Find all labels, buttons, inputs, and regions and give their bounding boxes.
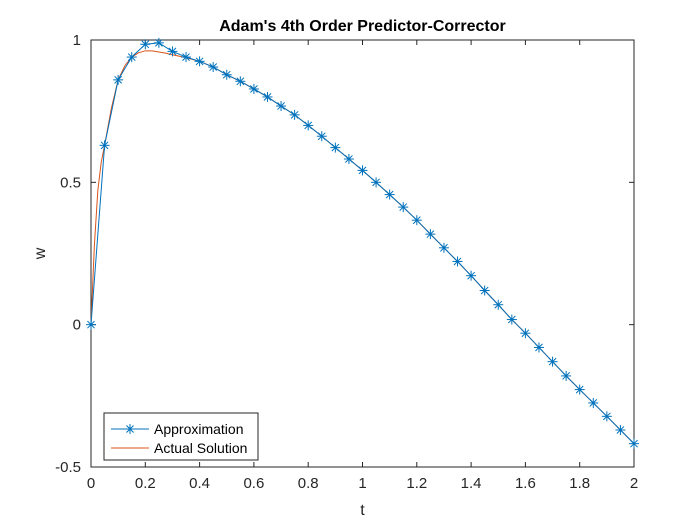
legend: Approximation Actual Solution — [103, 412, 259, 461]
plot-area — [90, 39, 635, 468]
data-point-approximation — [126, 52, 137, 63]
data-point-approximation — [343, 153, 354, 164]
data-point-approximation — [588, 397, 599, 408]
x-tick-label: 1 — [358, 475, 366, 492]
data-point-approximation — [533, 342, 544, 353]
y-axis-label: w — [32, 247, 49, 260]
legend-marker-approximation — [125, 424, 135, 434]
data-point-approximation — [601, 411, 612, 422]
data-point-approximation — [248, 83, 259, 94]
data-point-approximation — [262, 91, 273, 102]
data-point-approximation — [357, 165, 368, 176]
data-point-approximation — [371, 177, 382, 188]
data-point-approximation — [398, 202, 409, 213]
data-point-approximation — [384, 189, 395, 200]
data-point-approximation — [194, 56, 205, 67]
data-point-approximation — [438, 242, 449, 253]
data-point-approximation — [86, 319, 96, 330]
data-point-approximation — [140, 39, 151, 50]
series-layer — [86, 37, 639, 449]
y-tick-label: -0.5 — [55, 459, 81, 476]
data-point-approximation — [629, 438, 639, 449]
data-point-approximation — [99, 140, 110, 151]
data-point-approximation — [221, 69, 232, 80]
data-point-approximation — [574, 384, 585, 395]
x-tick-label: 0 — [87, 475, 95, 492]
data-point-approximation — [181, 52, 192, 63]
legend-entry-approximation: Approximation — [111, 421, 244, 437]
data-point-approximation — [153, 37, 164, 48]
legend-label-actual-solution: Actual Solution — [154, 440, 247, 456]
legend-box — [103, 412, 259, 461]
data-point-approximation — [466, 270, 477, 281]
legend-entry-actual-solution: Actual Solution — [111, 440, 247, 456]
x-tick-label: 0.6 — [243, 475, 264, 492]
y-tick-label: 0.5 — [60, 174, 81, 191]
data-point-approximation — [479, 285, 490, 296]
data-point-approximation — [208, 62, 219, 73]
data-point-approximation — [425, 229, 436, 240]
data-point-approximation — [506, 314, 517, 325]
data-point-approximation — [520, 328, 531, 339]
x-tick-label: 0.8 — [298, 475, 319, 492]
data-point-approximation — [330, 142, 341, 153]
data-point-approximation — [452, 256, 463, 267]
data-point-approximation — [411, 215, 422, 226]
data-point-approximation — [615, 424, 626, 435]
legend-asterisk-icon — [125, 424, 135, 434]
data-point-approximation — [276, 101, 287, 112]
x-tick-label: 0.4 — [189, 475, 210, 492]
data-point-approximation — [303, 120, 314, 131]
y-axis: -0.5 0 0.5 1 — [55, 32, 634, 476]
data-point-approximation — [561, 370, 572, 381]
y-tick-label: 0 — [73, 317, 81, 334]
chart-title: Adam's 4th Order Predictor-Corrector — [219, 18, 506, 35]
x-tick-label: 1.2 — [406, 475, 427, 492]
x-tick-label: 1.6 — [515, 475, 536, 492]
x-axis-label: t — [360, 502, 365, 519]
x-tick-label: 2 — [630, 475, 638, 492]
data-point-approximation — [167, 46, 178, 57]
data-point-approximation — [289, 109, 300, 120]
data-point-approximation — [235, 76, 246, 87]
x-tick-label: 0.2 — [135, 475, 156, 492]
data-point-approximation — [113, 74, 124, 85]
x-axis: 0 0.2 0.4 0.6 0.8 1 1.2 1.4 1.6 1.8 2 — [87, 40, 638, 492]
x-tick-label: 1.4 — [461, 475, 482, 492]
legend-label-approximation: Approximation — [154, 421, 244, 437]
y-tick-label: 1 — [73, 32, 81, 49]
data-point-approximation — [316, 131, 327, 142]
data-point-approximation — [493, 299, 504, 310]
data-point-approximation — [547, 356, 558, 367]
x-tick-label: 1.8 — [569, 475, 590, 492]
